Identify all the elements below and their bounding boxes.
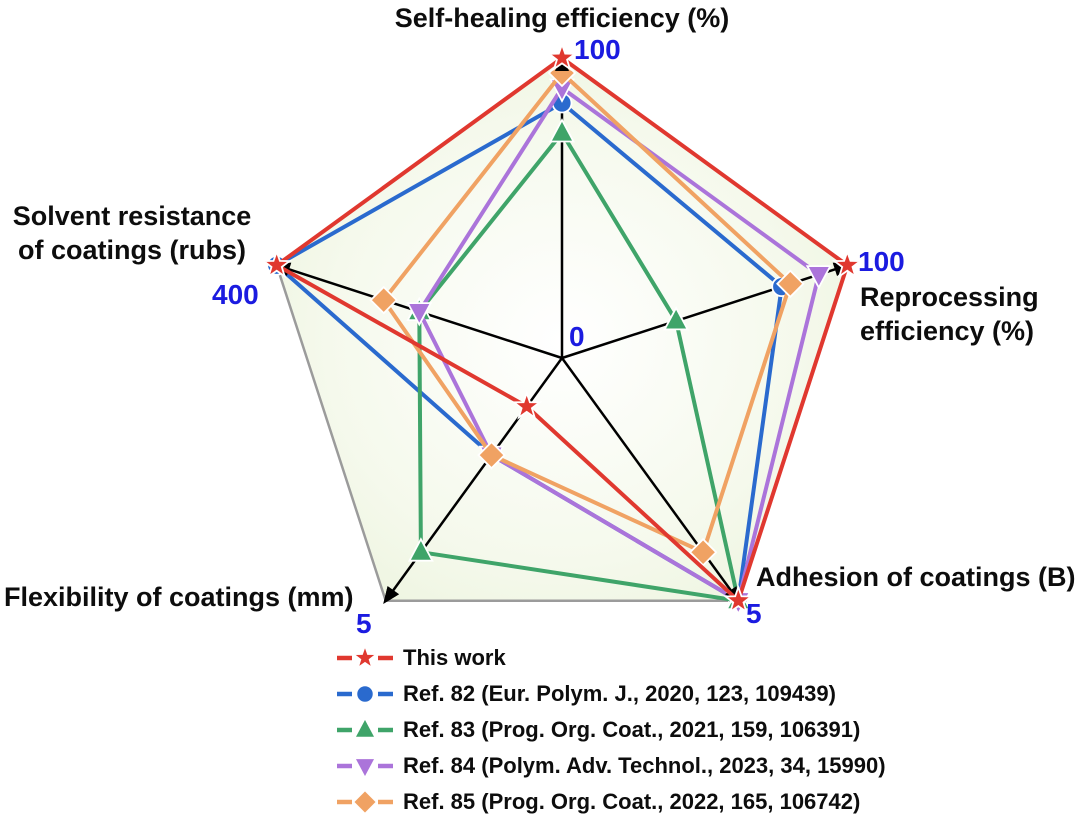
axis-max-reprocessing: 100	[858, 246, 905, 277]
legend-item-this-work: This work	[336, 644, 886, 670]
circle-marker-icon	[337, 684, 393, 703]
axis-label-reprocessing: Reprocessing efficiency (%)	[860, 282, 1039, 346]
axis-label-solvent-resistance: Solvent resistance of coatings (rubs)	[12, 201, 252, 265]
axis-max-adhesion: 5	[746, 598, 762, 629]
legend-label: Ref. 85 (Prog. Org. Coat., 2022, 165, 10…	[403, 788, 861, 814]
legend-item-ref-85: Ref. 85 (Prog. Org. Coat., 2022, 165, 10…	[336, 788, 886, 815]
legend-label: Ref. 83 (Prog. Org. Coat., 2021, 159, 10…	[403, 716, 861, 742]
radar-chart-svg	[263, 44, 861, 614]
axis-label-flexibility: Flexibility of coatings (mm)	[4, 582, 354, 612]
legend-label: This work	[403, 644, 506, 670]
axis-label-self-healing: Self-healing efficiency (%)	[394, 3, 730, 33]
diamond-marker-icon	[337, 788, 393, 815]
legend-item-ref-83: Ref. 83 (Prog. Org. Coat., 2021, 159, 10…	[336, 716, 886, 742]
legend-label: Ref. 84 (Polym. Adv. Technol., 2023, 34,…	[403, 752, 886, 778]
axis-max-flexibility: 5	[356, 608, 372, 639]
triangle-down-marker-icon	[337, 756, 393, 779]
legend-item-ref-82: Ref. 82 (Eur. Polym. J., 2020, 123, 1094…	[336, 681, 886, 706]
legend: This work Ref. 82 (Eur. Polym. J., 2020,…	[336, 644, 886, 825]
axis-max-solvent-resistance: 400	[212, 279, 259, 310]
axis-label-adhesion: Adhesion of coatings (B)	[756, 562, 1076, 592]
star-marker-icon	[337, 644, 393, 670]
triangle-up-marker-icon	[337, 716, 393, 738]
legend-label: Ref. 82 (Eur. Polym. J., 2020, 123, 1094…	[403, 680, 836, 706]
origin-label: 0	[569, 321, 585, 352]
axis-max-self-healing: 100	[574, 34, 621, 65]
legend-item-ref-84: Ref. 84 (Polym. Adv. Technol., 2023, 34,…	[336, 752, 886, 779]
